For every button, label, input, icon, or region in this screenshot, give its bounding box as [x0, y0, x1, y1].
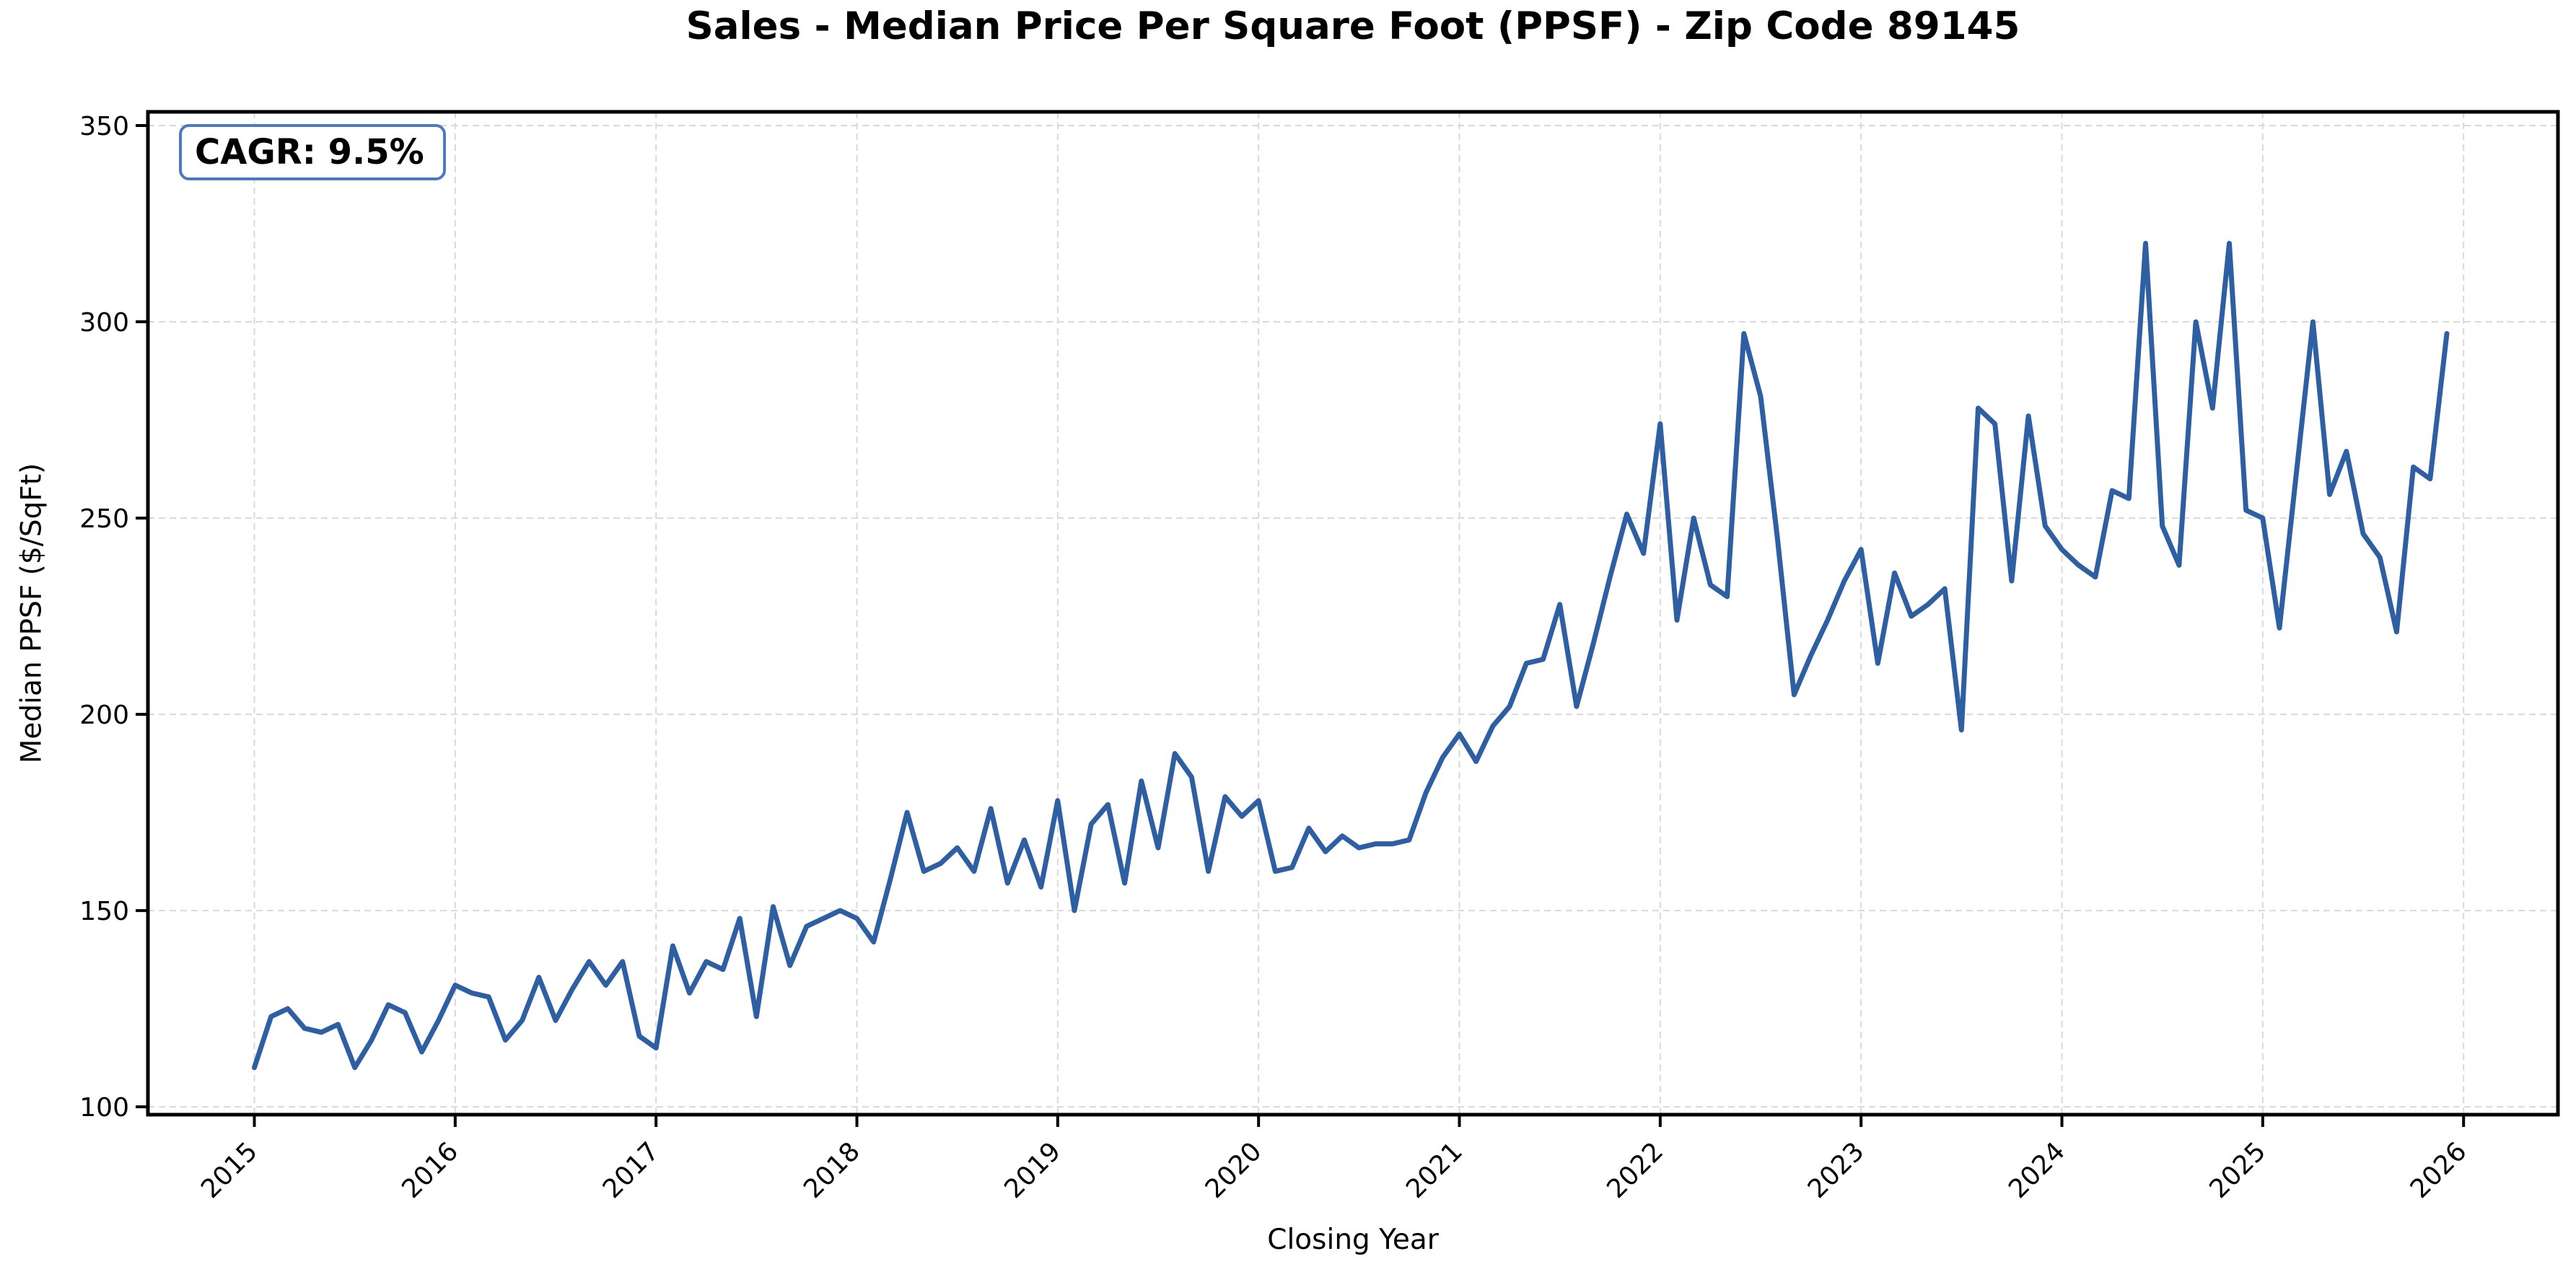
x-tick-label: 2020 [1200, 1136, 1268, 1204]
y-tick-label: 100 [79, 1093, 129, 1123]
x-tick-label: 2019 [999, 1136, 1066, 1204]
cagr-annotation: CAGR: 9.5% [179, 124, 446, 180]
x-tick-label: 2025 [2204, 1136, 2271, 1204]
y-tick-label: 200 [79, 701, 129, 730]
x-tick-label: 2015 [196, 1136, 263, 1204]
y-tick-label: 300 [79, 308, 129, 338]
series-line-median-ppsf [252, 240, 2450, 1071]
x-tick-label: 2021 [1401, 1136, 1468, 1204]
x-axis-label: Closing Year [1267, 1224, 1439, 1256]
x-tick-label: 2022 [1601, 1136, 1669, 1204]
x-tick-label: 2016 [396, 1136, 464, 1204]
y-axis-label: Median PPSF ($/SqFt) [15, 462, 48, 764]
x-tick-label: 2017 [597, 1136, 665, 1204]
x-tick-label: 2018 [798, 1136, 866, 1204]
cagr-annotation-label: CAGR: 9.5% [195, 132, 424, 172]
chart-title: Sales - Median Price Per Square Foot (PP… [685, 4, 2020, 48]
y-tick-label: 150 [79, 897, 129, 926]
x-tick-label: 2023 [1802, 1136, 1870, 1204]
y-tick-label: 350 [79, 112, 129, 141]
x-tick-label: 2026 [2405, 1136, 2473, 1204]
y-tick-label: 250 [79, 504, 129, 534]
plot-border [146, 110, 2560, 1117]
x-tick-label: 2024 [2003, 1136, 2071, 1204]
